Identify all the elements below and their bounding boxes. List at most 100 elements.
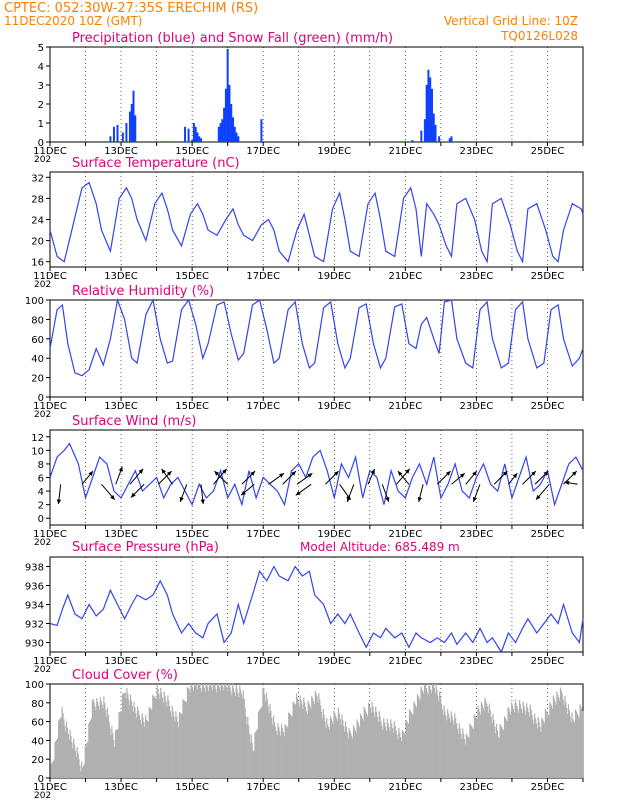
cloud-bar — [485, 700, 487, 778]
wind-arrowhead — [564, 480, 570, 485]
panel-title: Cloud Cover (%) — [72, 668, 178, 683]
cloud-bar — [365, 711, 367, 778]
snowfall-bar — [404, 141, 407, 143]
wind-arrowhead — [131, 492, 136, 498]
cloud-bar — [66, 727, 69, 778]
cloud-bar — [529, 704, 531, 778]
cloud-bar — [279, 731, 281, 778]
cloud-bar — [468, 738, 470, 778]
wind-arrowhead — [445, 471, 451, 476]
y-tick-label: 5 — [38, 43, 44, 54]
cloud-bar — [355, 732, 357, 778]
wind-arrowhead — [459, 473, 465, 478]
y-tick-label: 930 — [25, 639, 44, 650]
cloud-bar — [559, 700, 561, 778]
cloud-bar — [284, 724, 286, 778]
x-tick-label: 23DEC — [460, 401, 494, 412]
panel-3: Surface Wind (m/s) 11DEC 13DEC 15DEC 17DEC 19… — [31, 414, 584, 548]
cloud-bar — [301, 704, 303, 778]
cloud-bar — [360, 713, 362, 778]
cloud-bar — [247, 716, 249, 778]
cloud-bar — [572, 718, 574, 778]
cloud-bar — [490, 716, 492, 778]
cloud-bar — [415, 705, 417, 778]
cloud-bar — [377, 722, 379, 778]
cloud-bar — [348, 728, 350, 778]
cloud-bar — [521, 713, 523, 778]
cloud-bar — [436, 689, 438, 778]
cloud-bar — [272, 724, 274, 778]
cloud-bar — [351, 735, 353, 778]
cloud-bar — [388, 727, 390, 778]
cloud-bar — [352, 725, 355, 778]
cloud-bar — [318, 692, 320, 778]
cloud-bar — [248, 725, 250, 778]
cloud-bar — [221, 684, 223, 778]
cloud-bar — [451, 715, 453, 778]
year-fragment: 202 — [34, 791, 51, 800]
cloud-bar — [546, 712, 548, 778]
cloud-bar — [565, 701, 567, 778]
y-tick-label: 8 — [38, 460, 44, 471]
cloud-bar — [69, 730, 71, 778]
cloud-bar — [216, 692, 218, 778]
cloud-bar — [352, 738, 354, 778]
cloud-bar — [298, 706, 300, 778]
x-tick-label: 23DEC — [460, 656, 494, 667]
cloud-bar — [178, 712, 181, 778]
cloud-bar — [296, 693, 298, 778]
cloud-bar — [527, 707, 529, 778]
cloud-bar — [542, 719, 544, 778]
cloud-bar — [532, 719, 534, 778]
cloud-bar — [396, 734, 398, 778]
cloud-bar — [95, 710, 97, 778]
wind-arrowhead — [88, 471, 93, 476]
cloud-bar — [467, 736, 469, 778]
precip-bar — [420, 130, 423, 142]
precip-bar — [235, 132, 238, 142]
cloud-bar — [278, 727, 280, 778]
cloud-bar — [312, 701, 315, 778]
cloud-bar — [408, 709, 411, 778]
cloud-bar — [559, 687, 562, 778]
cloud-bar — [185, 702, 188, 778]
cloud-bar — [235, 684, 237, 778]
x-tick-label: 25DEC — [531, 529, 565, 540]
year-fragment: 202 — [34, 410, 51, 420]
precip-bar — [224, 88, 227, 142]
cloud-bar — [268, 713, 270, 778]
cloud-bar — [161, 697, 164, 778]
cloud-bar — [154, 697, 157, 778]
cloud-bar — [209, 684, 211, 778]
wind-arrowhead — [214, 471, 220, 476]
cloud-bar — [153, 696, 156, 778]
cloud-bar — [304, 702, 306, 778]
cloud-bar — [367, 716, 369, 778]
cloud-bar — [286, 726, 288, 778]
cloud-bar — [550, 703, 552, 778]
wind-arrowhead — [571, 471, 577, 476]
cloud-bar — [123, 693, 125, 778]
cloud-bar — [375, 706, 377, 778]
cloud-bar — [136, 717, 138, 778]
x-tick-label: 11DEC — [33, 271, 67, 282]
cloud-bar — [520, 708, 523, 778]
cloud-bar — [311, 695, 313, 778]
precip-bar — [223, 107, 226, 142]
y-tick-label: 12 — [31, 433, 44, 444]
cloud-bar — [232, 687, 235, 778]
x-tick-label: 23DEC — [460, 529, 494, 540]
series-line — [49, 181, 584, 264]
cloud-bar — [165, 701, 167, 778]
precip-bar — [427, 69, 430, 142]
y-tick-label: 40 — [31, 354, 44, 365]
cloud-bar — [163, 691, 165, 778]
cloud-bar — [487, 706, 489, 778]
cloud-bar — [525, 714, 527, 778]
cloud-bar — [192, 687, 194, 778]
x-tick-label: 25DEC — [531, 401, 565, 412]
cloud-bar — [471, 727, 474, 778]
cloud-bar — [291, 716, 293, 778]
cloud-bar — [271, 717, 273, 778]
cloud-bar — [368, 702, 370, 778]
